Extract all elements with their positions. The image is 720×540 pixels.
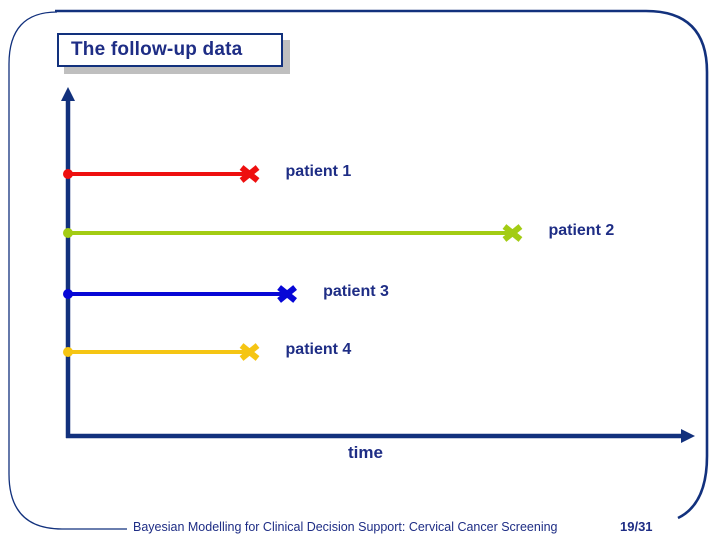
y-axis-arrowhead (61, 87, 75, 101)
patient-label: patient 4 (285, 341, 352, 358)
patient-label: patient 1 (285, 163, 352, 180)
x-axis-label: time (348, 443, 383, 462)
end-x-marker (239, 343, 260, 361)
frame-thin-curve (8, 11, 127, 530)
x-axis-arrowhead (681, 429, 695, 443)
start-dot-marker (63, 289, 73, 299)
start-dot-marker (63, 169, 73, 179)
start-dot-marker (63, 228, 73, 238)
patient-label: patient 2 (548, 222, 615, 239)
page-number: 19/31 (620, 519, 653, 534)
footer-text: Bayesian Modelling for Clinical Decision… (133, 520, 558, 534)
end-x-marker (239, 165, 260, 183)
frame-thick-curve (55, 9, 709, 520)
end-x-marker (277, 285, 297, 303)
slide-title: The follow-up data (71, 39, 243, 60)
end-x-marker (502, 224, 523, 242)
patient-label: patient 3 (323, 283, 389, 300)
slide-title-box: The follow-up data (57, 33, 283, 67)
start-dot-marker (63, 347, 73, 357)
